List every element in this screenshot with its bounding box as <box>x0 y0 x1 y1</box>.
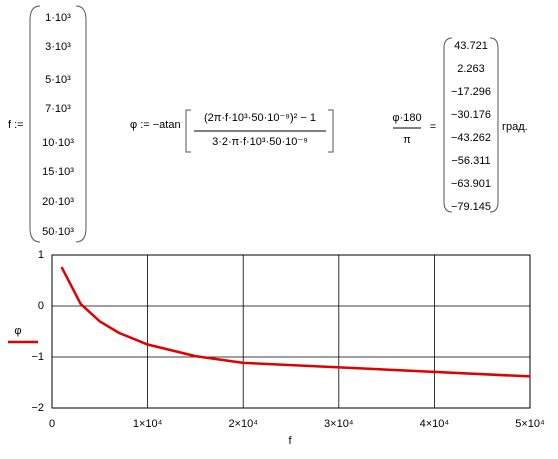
denominator: 3·2·π·f·10³·50·10⁻⁹ <box>212 136 308 148</box>
result-entry: −56.311 <box>451 155 490 167</box>
bracket <box>443 37 453 213</box>
result-entry: −63.901 <box>451 178 491 190</box>
result-denominator: π <box>403 134 411 146</box>
matrix-entry: 7·10³ <box>45 103 71 115</box>
x-tick-label: 2×10⁴ <box>228 418 258 430</box>
x-tick-label: 0 <box>49 418 55 430</box>
matrix-entry: 20·10³ <box>42 196 74 208</box>
result-entry: −17.296 <box>451 86 491 98</box>
result-entry: 43.721 <box>454 40 488 52</box>
result-entry: −30.176 <box>451 109 491 121</box>
phi-label: φ := −atan <box>130 119 181 131</box>
bracket <box>185 109 191 153</box>
y-tick-label: −2 <box>31 402 44 414</box>
equals: = <box>430 121 436 133</box>
x-tick-label: 5×10⁴ <box>515 418 545 430</box>
legend-label: φ <box>14 325 21 337</box>
x-axis-label: f <box>288 435 292 447</box>
result-numerator: φ·180 <box>392 112 421 124</box>
y-tick-label: −1 <box>31 351 44 363</box>
x-tick-label: 4×10⁴ <box>420 418 450 430</box>
bracket <box>489 37 499 213</box>
series-line <box>60 266 531 378</box>
y-tick-label: 1 <box>38 249 44 261</box>
bracket <box>75 5 87 243</box>
matrix-entry: 1·10³ <box>45 12 71 24</box>
result-entry: 2.263 <box>457 63 485 75</box>
f-label: f := <box>8 119 24 131</box>
matrix-entry: 3·10³ <box>45 41 71 53</box>
y-tick-label: 0 <box>38 300 44 312</box>
chart: f <box>51 254 531 447</box>
unit: град. <box>502 121 528 133</box>
matrix-entry: 50·10³ <box>42 226 74 238</box>
numerator: (2π·f·10³·50·10⁻⁹)² − 1 <box>204 112 316 124</box>
matrix-entry: 10·10³ <box>42 137 74 149</box>
matrix-entry: 5·10³ <box>45 74 71 86</box>
result-entry: −79.145 <box>451 201 491 213</box>
x-tick-label: 3×10⁴ <box>324 418 354 430</box>
matrix-entry: 15·10³ <box>42 166 74 178</box>
plot-frame <box>51 254 531 409</box>
x-tick-label: 1×10⁴ <box>133 418 163 430</box>
bracket <box>29 5 41 243</box>
bracket <box>328 109 334 153</box>
result-entry: −43.262 <box>451 132 491 144</box>
